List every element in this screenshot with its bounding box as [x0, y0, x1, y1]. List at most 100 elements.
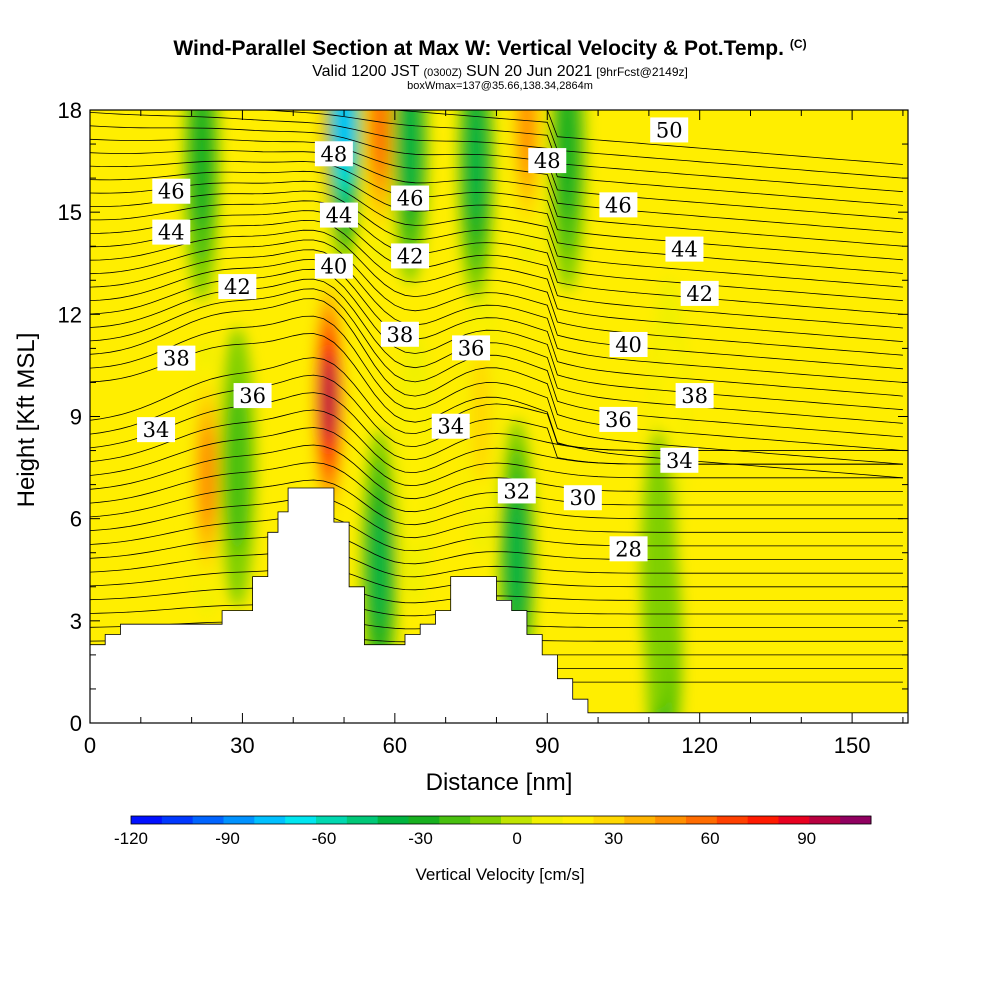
- contour-label-box: [391, 243, 430, 269]
- isentrope-line: [90, 549, 903, 578]
- colorbar: -120 -90 -60 -30 0 30 60 90: [114, 815, 872, 848]
- x-tick-label: 90: [535, 733, 559, 758]
- colorbar-tick-label: -120: [114, 829, 148, 848]
- x-tick-label: 0: [84, 733, 96, 758]
- contour-label-text: 36: [458, 336, 485, 360]
- contour-label: 34: [137, 417, 176, 443]
- contour-label-text: 44: [326, 204, 353, 228]
- colorbar-tick-label: 0: [512, 829, 521, 848]
- y-tick-label: 0: [70, 711, 82, 736]
- contour-label: 34: [431, 413, 470, 439]
- contour-label: 40: [314, 253, 353, 279]
- contour-labels: 50 48 48 46 46 46 44 44 44 42 40 42 42 38 40 36 38 36 38 36…: [137, 117, 719, 562]
- colorbar-swatch: [316, 816, 348, 824]
- contour-label-box: [233, 383, 272, 409]
- isentrope-line: [90, 532, 903, 565]
- contour-label-text: 36: [239, 384, 266, 408]
- updraft-core: [198, 425, 216, 530]
- box-info: boxWmax=137@35.66,138.34,2864m: [407, 80, 593, 92]
- isentrope-line: [90, 357, 903, 451]
- downdraft-core: [225, 382, 250, 553]
- isentrope-line: [90, 288, 903, 438]
- updraft-core: [321, 358, 336, 441]
- valid-date: SUN 20 Jun 2021: [466, 63, 592, 80]
- downdraft-core: [507, 502, 526, 618]
- potential-temperature-contours: [90, 110, 903, 683]
- contour-label-box: [563, 485, 602, 511]
- contour-label: 36: [452, 335, 491, 361]
- downdraft-core: [401, 110, 420, 202]
- contour-label-box: [452, 335, 491, 361]
- contour-label: 32: [497, 478, 536, 504]
- contour-label-text: 34: [143, 418, 170, 442]
- isentrope-line: [90, 374, 903, 465]
- contour-label: 36: [599, 406, 638, 432]
- contour-label: 42: [391, 243, 430, 269]
- isentrope-line: [90, 259, 903, 397]
- contour-label-text: 40: [615, 333, 642, 357]
- x-axis: 0 30 60 90 120 150: [84, 110, 904, 758]
- contour-label-text: 46: [158, 180, 185, 204]
- isentrope-line: [90, 444, 903, 500]
- valid-prefix: Valid 1200 JST: [312, 63, 420, 80]
- isentrope-line: [90, 210, 903, 329]
- contour-label-text: 34: [666, 449, 693, 473]
- contour-label-box: [431, 413, 470, 439]
- contour-label: 38: [675, 383, 714, 409]
- y-tick-label: 9: [70, 405, 82, 430]
- contour-label-box: [528, 148, 567, 174]
- contour-label-box: [599, 192, 638, 218]
- isentrope-line: [90, 170, 903, 274]
- colorbar-swatch: [840, 816, 872, 824]
- y-tick-label: 15: [58, 200, 82, 225]
- chart-title-main: Wind-Parallel Section at Max W: Vertical…: [173, 37, 784, 60]
- colorbar-tick-label: 60: [701, 829, 720, 848]
- colorbar-swatch: [346, 816, 379, 824]
- isentrope-line: [90, 315, 903, 465]
- contour-label-box: [380, 321, 419, 347]
- isentrope-line: [90, 298, 903, 451]
- colorbar-swatch: [501, 816, 533, 824]
- isentrope-line: [90, 149, 903, 247]
- isentrope-line: [90, 219, 903, 342]
- contour-label-box: [218, 274, 257, 300]
- y-tick-label: 3: [70, 609, 82, 634]
- colorbar-swatch: [562, 816, 594, 824]
- x-tick-label: 150: [834, 733, 871, 758]
- isentrope-line: [90, 333, 903, 479]
- colorbar-tick-label: 30: [604, 829, 623, 848]
- colorbar-frame: [130, 815, 872, 825]
- contour-label: 44: [152, 219, 191, 245]
- isentrope-line: [90, 514, 903, 552]
- contour-label-box: [319, 202, 358, 228]
- isentrope-line: [90, 112, 903, 206]
- isentrope-line: [90, 180, 903, 288]
- contour-label: 44: [319, 202, 358, 228]
- contour-label: 42: [680, 280, 719, 306]
- isentrope-line: [90, 110, 903, 193]
- contour-label: 34: [660, 447, 699, 473]
- isentrope-line: [90, 479, 903, 526]
- colorbar-swatch: [377, 816, 409, 824]
- updraft-core: [371, 110, 388, 176]
- contour-label-box: [157, 345, 196, 371]
- contour-label-text: 42: [686, 282, 713, 306]
- contour-label-text: 44: [158, 221, 185, 245]
- isentrope-line: [90, 239, 903, 370]
- contour-label-text: 42: [224, 275, 251, 299]
- contour-label: 50: [650, 117, 689, 143]
- valid-line: Valid 1200 JST (0300Z) SUN 20 Jun 2021 [9hr…: [312, 63, 688, 80]
- colorbar-swatch: [223, 816, 255, 824]
- contour-label-box: [314, 253, 353, 279]
- contour-label-text: 36: [605, 408, 632, 432]
- isentrope-line: [90, 125, 903, 220]
- contour-label-text: 32: [503, 479, 530, 503]
- contour-label-box: [314, 141, 353, 167]
- terrain-mask: [90, 487, 908, 723]
- contour-label-box: [665, 236, 704, 262]
- colorbar-tick-label: -30: [408, 829, 433, 848]
- colorbar-swatch: [161, 816, 194, 824]
- colorbar-swatch: [131, 816, 163, 824]
- downdraft-core: [370, 512, 389, 628]
